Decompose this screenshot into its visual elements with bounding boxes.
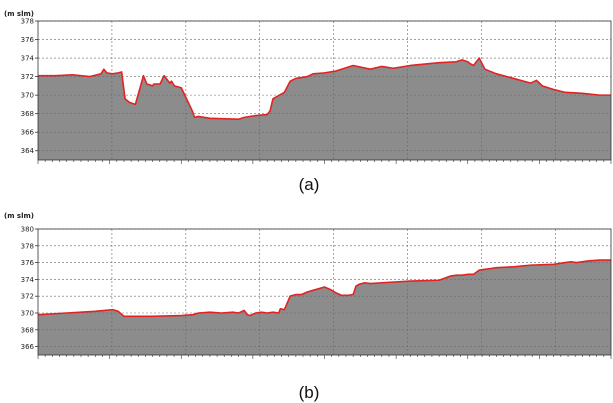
y-tick-label: 374 — [21, 55, 35, 63]
profile-line-layer — [38, 57, 611, 121]
y-tick-label: 366 — [21, 343, 35, 351]
y-axis-unit-label: (m slm) — [4, 10, 34, 18]
axis-layer: 366 368 370 372 374 376 378 380 — [21, 226, 612, 359]
grid-layer — [38, 20, 611, 160]
terrain-fill-layer — [38, 21, 611, 160]
panel-caption-b: (b) — [299, 383, 320, 402]
chart-panel-a: (m slm) 364 366 368 370 372 374 376 378 (a) — [4, 10, 612, 194]
y-tick-label: 370 — [21, 310, 34, 318]
axis-layer: 364 366 368 370 372 374 376 378 — [21, 18, 612, 164]
terrain-fill-layer — [38, 229, 611, 355]
chart-panel-b: (m slm) 366 368 370 372 374 376 378 380 (b) — [4, 212, 612, 402]
y-tick-label: 364 — [21, 147, 35, 155]
y-tick-label: 368 — [21, 110, 34, 118]
terrain-area — [38, 58, 611, 160]
terrain-area — [38, 260, 611, 355]
y-tick-label: 378 — [21, 242, 34, 250]
y-tick-label: 366 — [21, 129, 35, 137]
y-tick-label: 372 — [21, 73, 34, 81]
profile-line — [38, 57, 611, 121]
y-axis-unit-label: (m slm) — [4, 212, 34, 220]
y-tick-label: 374 — [21, 276, 35, 284]
y-tick-label: 370 — [21, 92, 34, 100]
profile-line-layer — [37, 259, 611, 318]
y-tick-label: 376 — [21, 259, 35, 267]
y-tick-label: 368 — [21, 326, 34, 334]
y-tick-label: 378 — [21, 18, 34, 26]
panel-caption-a: (a) — [299, 175, 320, 194]
y-tick-label: 372 — [21, 293, 34, 301]
y-tick-label: 376 — [21, 36, 35, 44]
y-tick-label: 380 — [21, 226, 34, 234]
profile-line — [37, 259, 611, 318]
